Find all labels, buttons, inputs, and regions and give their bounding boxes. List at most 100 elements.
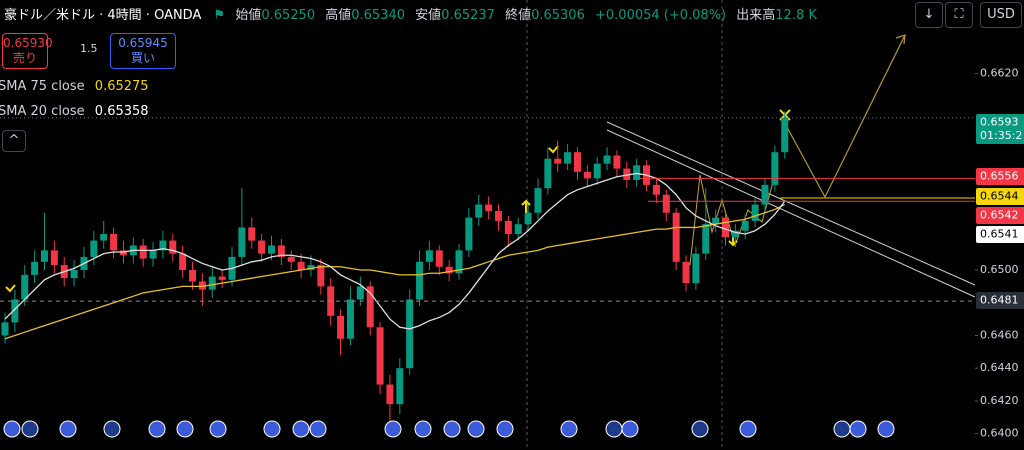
candle-body <box>179 253 187 270</box>
candle-body <box>672 212 680 262</box>
price-tag-label: 0.6544 <box>980 190 1019 203</box>
candle-body <box>366 286 374 328</box>
candle-body <box>662 194 670 213</box>
candle-body <box>593 163 601 179</box>
candle-body <box>781 117 789 153</box>
candle-body <box>613 155 621 169</box>
price-tag-label: 0.6481 <box>980 294 1019 307</box>
change: +0.00054 (+0.08%) <box>595 8 727 23</box>
candle-body <box>495 211 502 221</box>
candle-body <box>90 240 98 257</box>
candle-body <box>514 224 522 234</box>
close-label: 終値 <box>505 8 532 23</box>
indicator-value: 0.65275 <box>94 79 149 94</box>
volume-label: 出来高 <box>736 8 776 23</box>
candle-body <box>110 234 118 251</box>
collapse-button[interactable]: ^ <box>2 130 26 152</box>
candle-body <box>425 250 433 262</box>
candle-body <box>287 256 295 262</box>
y-tick-label: 0.6400 <box>980 427 1019 440</box>
candle-body <box>406 299 414 369</box>
low-value: 0.65237 <box>441 8 495 23</box>
arrow-head <box>895 34 906 45</box>
candle-body <box>771 152 779 185</box>
sell-button[interactable]: 0.65930 売り <box>2 33 53 69</box>
candle-body <box>169 240 177 254</box>
low-label: 安値 <box>415 8 442 23</box>
candle-body <box>692 253 700 284</box>
indicator-legend: SMA 20 close 0.65358 <box>0 104 149 119</box>
candle-body <box>504 220 512 234</box>
sell-price: 0.65930 <box>3 36 53 50</box>
indicator-legend: SMA 75 close 0.65275 <box>0 79 149 94</box>
candle-body <box>346 299 354 339</box>
candle-body <box>149 250 157 259</box>
candle-body <box>70 270 78 279</box>
countdown: 01:35:2 <box>980 129 1022 142</box>
candle-body <box>267 245 275 254</box>
candle-body <box>702 224 710 254</box>
price-tag-label: 0.6556 <box>980 170 1019 183</box>
candle-body <box>386 384 394 405</box>
candle-body <box>31 261 39 275</box>
candle-body <box>50 250 58 266</box>
price-tag-label: 0.6593 <box>980 116 1019 129</box>
buy-price: 0.65945 <box>118 36 168 50</box>
open-value: 0.65250 <box>261 8 316 23</box>
indicator-value: 0.65358 <box>94 104 149 119</box>
candle-body <box>573 152 581 172</box>
candle-body <box>396 368 404 405</box>
price-tag-label: 0.6542 <box>980 209 1019 222</box>
candle-body <box>297 261 305 270</box>
close-value: 0.65306 <box>531 8 585 23</box>
candle-body <box>485 204 493 212</box>
candle-body <box>435 250 443 267</box>
price-tag-label: 0.6541 <box>980 228 1019 241</box>
candle-body <box>1 322 9 336</box>
candle-body <box>554 158 562 164</box>
high-label: 高値 <box>325 8 352 23</box>
download-button[interactable]: ↓ <box>915 2 943 28</box>
candle-body <box>100 234 108 241</box>
candle-body <box>722 217 730 238</box>
candle-body <box>139 245 147 259</box>
candle-body <box>119 250 127 256</box>
candle-body <box>455 250 463 274</box>
event-icons <box>3 420 895 438</box>
candle-body <box>416 261 424 300</box>
candle-body <box>307 265 315 270</box>
candle-body <box>751 204 759 221</box>
candle-body <box>238 227 246 257</box>
candle-body <box>159 240 167 251</box>
candle-body <box>712 217 720 225</box>
candle-body <box>248 227 256 241</box>
candle-body <box>21 274 29 300</box>
candle-body <box>445 266 453 274</box>
y-tick-label: 0.6440 <box>980 361 1019 374</box>
open-label: 始値 <box>235 8 262 23</box>
buy-button[interactable]: 0.65945 買い <box>110 33 176 69</box>
currency-button[interactable]: USD <box>980 2 1022 28</box>
candle-body <box>475 204 483 218</box>
candle-body <box>317 265 325 287</box>
fullscreen-button[interactable]: ⛶ <box>945 2 973 28</box>
trend-line <box>606 129 976 298</box>
buy-label: 買い <box>130 51 155 65</box>
candle-body <box>337 315 345 339</box>
candle-body <box>534 188 542 213</box>
indicator-name: SMA 20 close <box>0 104 85 119</box>
sma-line <box>4 172 786 330</box>
candle-body <box>465 217 473 251</box>
high-value: 0.65340 <box>351 8 406 23</box>
candle-body <box>731 230 739 238</box>
indicator-name: SMA 75 close <box>0 79 85 94</box>
candle-body <box>761 184 769 205</box>
candle-body <box>741 220 749 231</box>
price-tag <box>976 114 1024 144</box>
candle-body <box>198 281 206 290</box>
sell-label: 売り <box>12 51 37 65</box>
candle-body <box>652 184 660 195</box>
candle-body <box>218 276 226 280</box>
symbol: 豪ドル／米ドル · 4時間 · OANDA <box>4 8 202 23</box>
